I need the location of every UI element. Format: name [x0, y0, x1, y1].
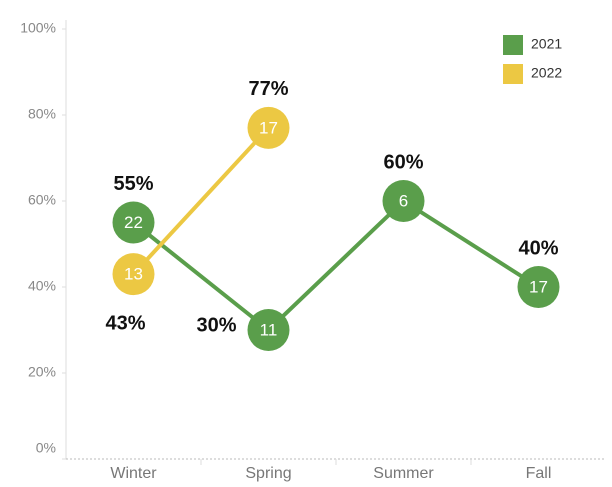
y-tick-label: 20%	[28, 364, 56, 380]
bubble	[112, 253, 155, 296]
bubble	[247, 309, 290, 351]
y-tick-label: 60%	[28, 192, 56, 208]
bubble	[517, 266, 560, 308]
data-label: 60%	[383, 151, 423, 173]
series-line	[132, 126, 270, 276]
data-label: 40%	[518, 237, 558, 259]
bubble	[382, 180, 425, 222]
series-line	[132, 198, 540, 333]
y-tick-label: 80%	[28, 106, 56, 122]
count-label: 6	[399, 191, 408, 210]
y-tick-label: 100%	[20, 20, 56, 36]
count-label: 11	[260, 320, 278, 339]
count-label: 17	[529, 277, 548, 296]
y-tick-label: 40%	[28, 278, 56, 294]
data-label: 55%	[113, 173, 153, 195]
legend-swatch	[503, 64, 523, 84]
bubble	[247, 106, 290, 149]
x-tick-label: Spring	[245, 465, 291, 482]
data-label: 77%	[248, 78, 288, 100]
data-label: 30%	[196, 314, 236, 336]
legend-label: 2022	[531, 65, 562, 81]
y-tick-label: 0%	[36, 440, 56, 456]
x-tick-label: Winter	[110, 465, 157, 482]
legend-label: 2021	[531, 36, 562, 52]
x-tick-label: Fall	[526, 465, 552, 482]
legend-swatch	[503, 35, 523, 55]
count-label: 17	[259, 118, 278, 137]
data-label: 43%	[105, 312, 145, 334]
bubble	[112, 201, 155, 244]
count-label: 13	[124, 265, 143, 284]
count-label: 22	[124, 213, 143, 232]
x-tick-label: Summer	[373, 465, 434, 482]
